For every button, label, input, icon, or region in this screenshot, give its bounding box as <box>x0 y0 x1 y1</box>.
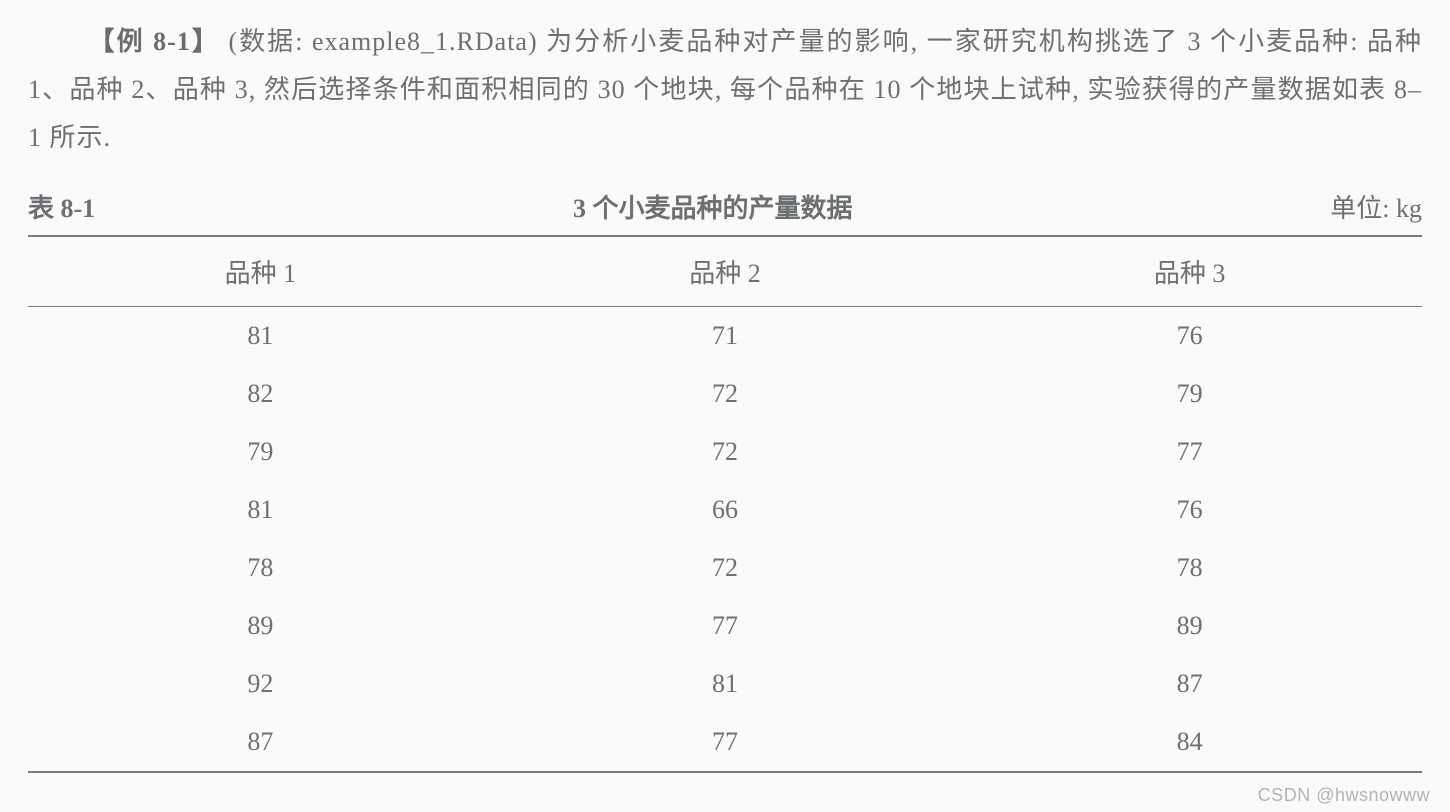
table-row: 89 77 89 <box>28 597 1422 655</box>
cell: 72 <box>493 539 958 597</box>
cell: 66 <box>493 481 958 539</box>
cell: 71 <box>493 307 958 366</box>
cell: 92 <box>28 655 493 713</box>
cell: 89 <box>957 597 1422 655</box>
cell: 77 <box>493 597 958 655</box>
example-paragraph: 【例 8-1】 (数据: example8_1.RData) 为分析小麦品种对产… <box>28 18 1422 162</box>
cell: 81 <box>28 481 493 539</box>
table-header-row: 品种 1 品种 2 品种 3 <box>28 236 1422 307</box>
cell: 79 <box>957 365 1422 423</box>
wheat-yield-table: 品种 1 品种 2 品种 3 81 71 76 82 72 79 79 72 7… <box>28 235 1422 773</box>
col-header-3: 品种 3 <box>957 236 1422 307</box>
table-title: 3 个小麦品种的产量数据 <box>95 188 1330 225</box>
cell: 87 <box>28 713 493 772</box>
cell: 77 <box>957 423 1422 481</box>
cell: 72 <box>493 365 958 423</box>
cell: 72 <box>493 423 958 481</box>
table-row: 81 71 76 <box>28 307 1422 366</box>
cell: 84 <box>957 713 1422 772</box>
table-row: 82 72 79 <box>28 365 1422 423</box>
col-header-2: 品种 2 <box>493 236 958 307</box>
cell: 87 <box>957 655 1422 713</box>
table-caption-row: 表 8-1 3 个小麦品种的产量数据 单位: kg <box>28 188 1422 225</box>
cell: 76 <box>957 307 1422 366</box>
watermark-text: CSDN @hwsnowww <box>1258 785 1430 806</box>
dataset-name: example8_1.RData <box>312 27 528 56</box>
table-unit: 单位: kg <box>1330 188 1422 225</box>
cell: 89 <box>28 597 493 655</box>
cell: 81 <box>28 307 493 366</box>
cell: 79 <box>28 423 493 481</box>
cell: 78 <box>28 539 493 597</box>
cell: 78 <box>957 539 1422 597</box>
table-row: 87 77 84 <box>28 713 1422 772</box>
table-row: 92 81 87 <box>28 655 1422 713</box>
cell: 82 <box>28 365 493 423</box>
table-row: 78 72 78 <box>28 539 1422 597</box>
table-row: 79 72 77 <box>28 423 1422 481</box>
table-row: 81 66 76 <box>28 481 1422 539</box>
example-label: 【例 8-1】 <box>89 27 220 56</box>
dataset-suffix: ) <box>528 27 546 56</box>
table-number: 表 8-1 <box>28 188 95 225</box>
cell: 76 <box>957 481 1422 539</box>
cell: 81 <box>493 655 958 713</box>
col-header-1: 品种 1 <box>28 236 493 307</box>
cell: 77 <box>493 713 958 772</box>
dataset-prefix: (数据: <box>228 27 312 56</box>
